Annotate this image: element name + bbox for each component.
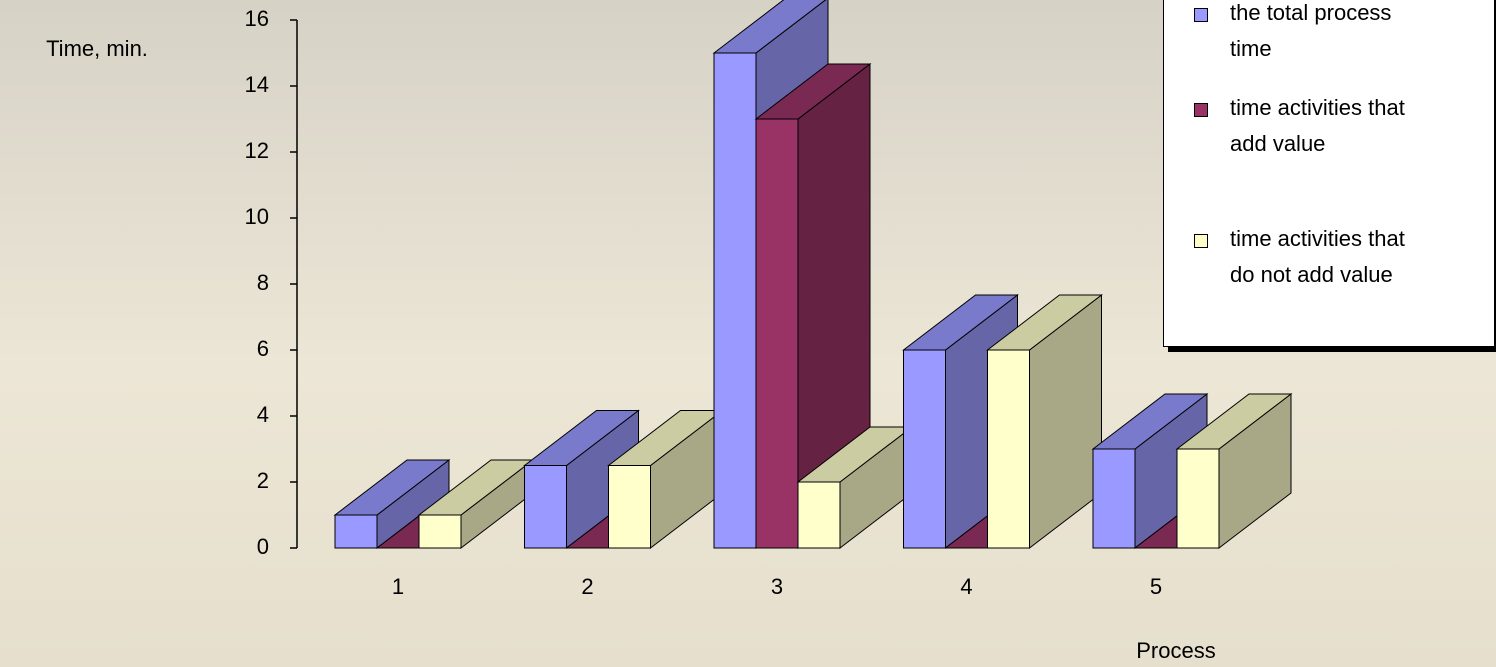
legend-label: time activities that do not add value (1230, 226, 1405, 287)
bar (418, 514, 462, 549)
x-axis-label: Process (1136, 638, 1215, 663)
bar (608, 465, 651, 549)
x-tick-label: 4 (960, 574, 972, 599)
legend: the total process time time activities th… (1163, 0, 1495, 347)
legend-marker (1194, 234, 1208, 248)
y-tick-label: 12 (245, 138, 269, 163)
legend-label: time activities that add value (1230, 95, 1405, 156)
bar (1176, 448, 1220, 549)
x-tick-label: 5 (1150, 574, 1162, 599)
legend-marker (1194, 103, 1208, 117)
x-tick-label: 1 (392, 574, 404, 599)
bar (524, 465, 567, 549)
y-axis-label: Time, min. (46, 36, 148, 61)
y-tick-label: 10 (245, 204, 269, 229)
legend-marker (1194, 8, 1208, 22)
bar (1092, 448, 1136, 549)
y-tick-label: 14 (245, 72, 269, 97)
x-tick-label: 2 (581, 574, 593, 599)
legend-label: the total process time (1230, 0, 1392, 61)
y-tick-label: 0 (257, 534, 269, 559)
x-tick-label: 3 (771, 574, 783, 599)
bar (797, 481, 841, 549)
bar (755, 118, 799, 549)
y-tick-label: 16 (245, 6, 269, 31)
y-tick-label: 2 (257, 468, 269, 493)
bar (713, 52, 757, 549)
y-tick-label: 6 (257, 336, 269, 361)
y-tick-label: 8 (257, 270, 269, 295)
y-tick-label: 4 (257, 402, 269, 427)
bar (903, 349, 946, 549)
bar (334, 514, 378, 549)
bar (987, 349, 1030, 549)
